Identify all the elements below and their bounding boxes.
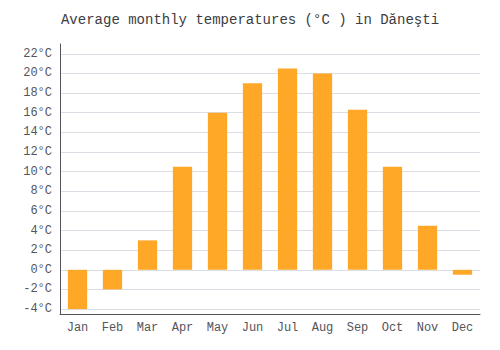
svg-text:4°C: 4°C [30,224,52,238]
svg-text:Apr: Apr [172,321,194,335]
svg-text:Mar: Mar [137,321,159,335]
svg-text:May: May [207,321,229,335]
svg-text:Jul: Jul [277,321,299,335]
svg-text:Dec: Dec [452,321,474,335]
svg-text:12°C: 12°C [23,145,52,159]
svg-text:Aug: Aug [312,321,334,335]
svg-text:18°C: 18°C [23,86,52,100]
svg-text:-2°C: -2°C [23,282,52,296]
svg-text:6°C: 6°C [30,204,52,218]
svg-text:Oct: Oct [382,321,404,335]
svg-text:Feb: Feb [102,321,124,335]
svg-text:10°C: 10°C [23,165,52,179]
svg-text:2°C: 2°C [30,243,52,257]
svg-text:14°C: 14°C [23,125,52,139]
svg-text:Jan: Jan [67,321,89,335]
svg-text:-4°C: -4°C [23,302,52,316]
svg-text:Nov: Nov [417,321,439,335]
svg-text:Jun: Jun [242,321,264,335]
svg-text:8°C: 8°C [30,184,52,198]
svg-text:20°C: 20°C [23,66,52,80]
svg-text:0°C: 0°C [30,263,52,277]
svg-text:22°C: 22°C [23,47,52,61]
svg-text:Average monthly temperatures (: Average monthly temperatures (°C ) in Dă… [61,12,439,28]
svg-text:16°C: 16°C [23,106,52,120]
svg-text:Sep: Sep [347,321,369,335]
